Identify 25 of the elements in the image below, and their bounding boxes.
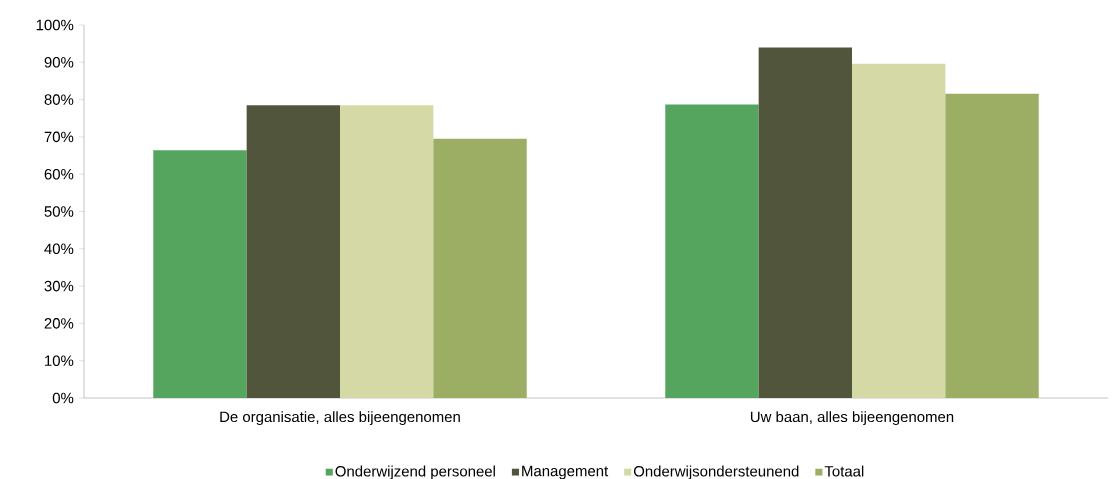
bar — [758, 47, 852, 398]
bar — [945, 93, 1039, 398]
legend-label: Onderwijsondersteunend — [633, 465, 799, 479]
legend-label: Totaal — [824, 465, 864, 477]
y-tick-label: 40% — [44, 243, 74, 255]
bar — [153, 150, 247, 398]
y-tick-label: 100% — [36, 19, 74, 31]
y-tick-label: 50% — [44, 206, 74, 217]
y-tick-label: 70% — [44, 131, 74, 143]
y-tick-label: 0% — [52, 392, 74, 404]
x-tick-label: De organisatie, alles bijeengenomen — [220, 411, 460, 426]
x-tick-label: Uw baan, alles bijeengenomen — [750, 411, 954, 426]
bar — [246, 105, 340, 398]
bar — [665, 104, 759, 398]
legend-label: Onderwijzend personeel — [335, 465, 495, 479]
y-tick-label: 10% — [45, 355, 74, 366]
bar — [340, 105, 434, 398]
y-tick-label: 30% — [44, 280, 74, 292]
y-tick-label: 20% — [44, 318, 74, 329]
legend-label: Management — [522, 465, 609, 479]
y-tick-label: 80% — [44, 94, 74, 105]
bar — [433, 138, 527, 398]
bar — [852, 63, 946, 398]
y-tick-label: 60% — [44, 168, 74, 180]
y-tick-label: 90% — [44, 57, 74, 68]
